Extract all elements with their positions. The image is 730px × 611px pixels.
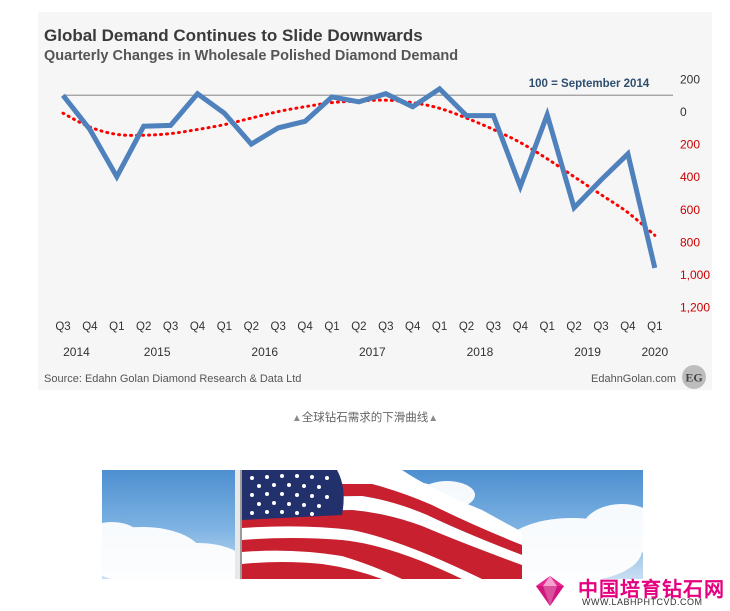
site-watermark: 中国培育钻石网 WWW.LABHPHTCVD.COM — [524, 570, 730, 611]
caption-marker-left: ▲ — [291, 413, 302, 424]
x-tick-year: 2014 — [63, 345, 90, 359]
x-tick-quarter: Q3 — [486, 321, 501, 333]
x-tick-year: 2020 — [641, 345, 668, 359]
y-tick-label: 800 — [680, 235, 700, 249]
x-tick-year: 2019 — [574, 345, 601, 359]
x-tick-quarter: Q1 — [432, 321, 447, 333]
x-tick-quarter: Q3 — [163, 321, 178, 333]
x-tick-quarter: Q2 — [136, 321, 151, 333]
x-tick-quarter: Q1 — [217, 321, 232, 333]
trend-line — [61, 98, 657, 237]
y-tick-label: 600 — [680, 203, 700, 217]
y-tick-label: 1,200 — [680, 301, 710, 315]
diamond-logo-icon — [536, 576, 564, 606]
y-tick-label: 400 — [680, 170, 700, 184]
chart-plot: 200 0 200 400 600 800 1,000 1,200 Q3 Q4 Q1 Q2 Q3 Q4 Q… — [44, 73, 710, 389]
x-tick-quarter: Q2 — [459, 321, 474, 333]
x-tick-quarter: Q2 — [566, 321, 581, 333]
x-tick-year: 2015 — [144, 345, 171, 359]
x-tick-year: 2017 — [359, 345, 386, 359]
x-tick-quarter: Q4 — [620, 321, 636, 333]
x-tick-quarter: Q3 — [378, 321, 393, 333]
image-caption: ▲全球钻石需求的下滑曲线▲ — [0, 409, 730, 425]
flag-photo — [102, 470, 643, 579]
x-tick-quarter: Q1 — [109, 321, 124, 333]
x-tick-quarter: Q3 — [55, 321, 70, 333]
watermark-url: WWW.LABHPHTCVD.COM — [582, 597, 703, 607]
x-tick-quarter: Q3 — [593, 321, 608, 333]
caption-marker-right: ▲ — [428, 413, 439, 424]
caption-text: 全球钻石需求的下滑曲线 — [301, 412, 429, 424]
y-tick-label: 0 — [680, 105, 687, 119]
chart-card — [38, 12, 712, 390]
x-tick-quarter: Q4 — [513, 321, 529, 333]
brand-badge — [682, 365, 706, 389]
x-tick-quarter: Q2 — [244, 321, 259, 333]
flag-illustration — [102, 470, 643, 579]
flag-stars — [250, 474, 329, 516]
x-tick-quarter: Q4 — [82, 321, 98, 333]
brand-badge-text: EG — [685, 371, 702, 385]
x-tick-quarter: Q1 — [540, 321, 555, 333]
source-note: Source: Edahn Golan Diamond Research & D… — [44, 373, 301, 385]
brand-url: EdahnGolan.com — [591, 373, 676, 385]
x-tick-quarter: Q4 — [297, 321, 313, 333]
x-tick-quarter: Q4 — [190, 321, 206, 333]
x-tick-quarter: Q1 — [647, 321, 662, 333]
watermark-text: 中国培育钻石网 — [578, 579, 725, 601]
chart-title: Global Demand Continues to Slide Downwar… — [44, 26, 423, 45]
x-tick-quarter: Q2 — [351, 321, 366, 333]
chart-subtitle: Quarterly Changes in Wholesale Polished … — [44, 48, 459, 64]
x-tick-year: 2016 — [251, 345, 278, 359]
y-tick-label: 1,000 — [680, 268, 710, 282]
x-tick-quarter: Q1 — [324, 321, 339, 333]
demand-line — [61, 85, 658, 269]
y-tick-label: 200 — [680, 138, 700, 152]
x-tick-year: 2018 — [467, 345, 494, 359]
x-tick-quarter: Q4 — [405, 321, 421, 333]
y-tick-label: 200 — [680, 73, 700, 87]
x-tick-quarter: Q3 — [271, 321, 286, 333]
flag-pole — [235, 470, 240, 579]
annotation-label: 100 = September 2014 — [529, 78, 650, 90]
